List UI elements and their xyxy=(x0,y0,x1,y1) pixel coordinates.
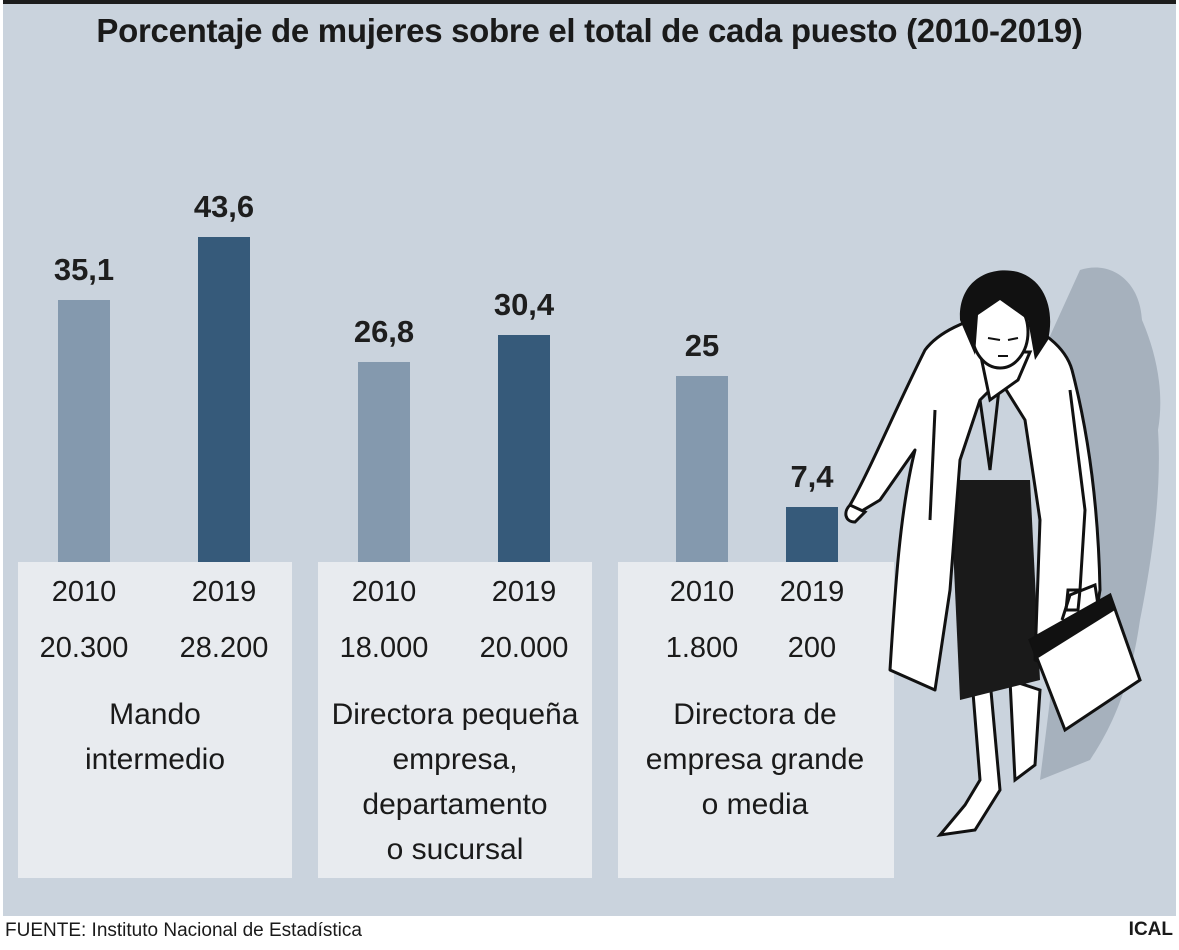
category-box xyxy=(318,562,592,878)
count-label: 18.000 xyxy=(339,632,429,664)
year-label: 2019 xyxy=(779,576,845,608)
bar-2019 xyxy=(786,506,838,562)
bar-2010 xyxy=(676,375,728,562)
businesswoman-with-briefcase-icon xyxy=(844,267,1161,838)
category-label-line: intermedio xyxy=(84,743,226,776)
bar-2019 xyxy=(198,237,250,562)
category-label-line: empresa grande xyxy=(645,743,865,776)
year-label: 2019 xyxy=(191,576,257,608)
credit-label: ICAL xyxy=(1128,919,1173,940)
category-label-line: empresa, xyxy=(392,743,518,776)
category-box xyxy=(18,562,292,878)
year-label: 2010 xyxy=(351,576,417,608)
bar-2019 xyxy=(498,335,550,562)
category-label: Directora pequeña empresa, departamento o s… xyxy=(315,692,595,872)
category-label: Mando intermedio xyxy=(25,692,285,782)
category-label-line: departamento xyxy=(362,788,548,821)
bar-2010 xyxy=(358,362,410,562)
chart-title: Porcentaje de mujeres sobre el total de … xyxy=(96,12,1083,49)
count-label: 28.200 xyxy=(179,632,269,664)
year-label: 2010 xyxy=(669,576,735,608)
data-label: 7,4 xyxy=(790,458,834,494)
data-label: 25 xyxy=(684,327,720,363)
data-label: 30,4 xyxy=(493,287,555,323)
count-label: 200 xyxy=(787,632,837,664)
source-note: FUENTE: Instituto Nacional de Estadístic… xyxy=(5,920,362,941)
data-label: 26,8 xyxy=(353,314,415,350)
year-label: 2019 xyxy=(491,576,557,608)
category-box xyxy=(618,562,894,878)
bar-2010 xyxy=(58,300,110,562)
category-label-line: Mando xyxy=(109,698,201,731)
data-label: 43,6 xyxy=(193,189,255,224)
category-label-line: o media xyxy=(701,788,809,821)
year-label: 2010 xyxy=(51,576,117,608)
category-label-line: Directora de xyxy=(673,698,837,731)
count-label: 1.800 xyxy=(665,632,739,664)
category-label-line: Directora pequeña xyxy=(331,698,579,731)
category-label-line: o sucursal xyxy=(386,833,524,866)
count-label: 20.300 xyxy=(39,632,129,664)
count-label: 20.000 xyxy=(479,632,569,664)
data-label: 35,1 xyxy=(53,252,115,288)
category-label: Directora de empresa grande o media xyxy=(618,692,892,827)
